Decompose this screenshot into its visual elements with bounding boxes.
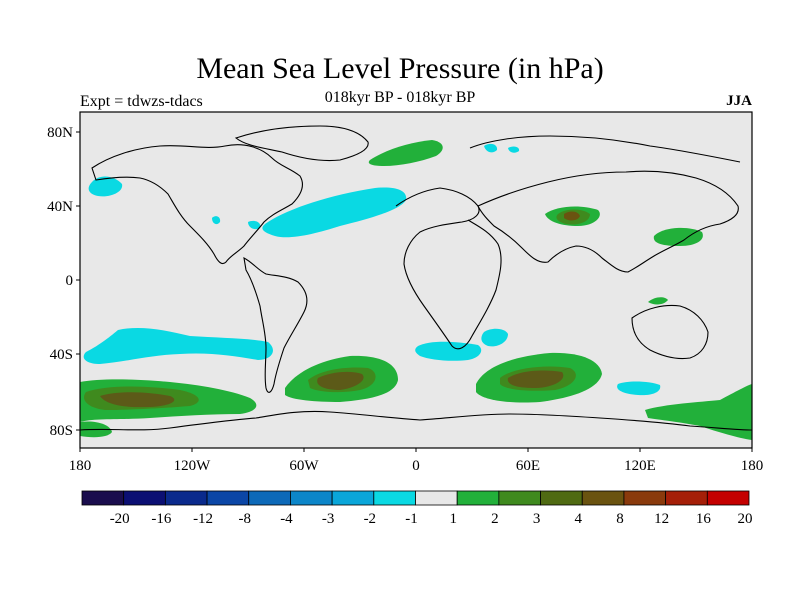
negative-anomaly-north-atlantic [262,187,407,238]
colorbar-label: 4 [575,511,583,527]
colorbar-label: -8 [239,511,252,527]
colorbar-label: 8 [616,511,624,527]
positive-anomaly-indonesia [648,297,668,305]
negative-anomaly-arctic-1 [484,143,498,153]
colorbar-label: 3 [533,511,541,527]
lon-tick-label: 60E [516,458,540,474]
lat-tick-label: 80N [47,125,73,141]
colorbar-swatch [581,490,625,506]
lat-tick-label: 40N [47,199,73,215]
period-label: 018kyr BP - 018kyr BP [324,89,476,106]
colorbar-label: -3 [322,511,335,527]
experiment-label: Expt = tdwzs-tdacs [80,93,203,110]
colorbar-label: 12 [654,511,669,527]
negative-anomaly-caribbean [248,220,261,230]
lat-tick-label: 0 [66,273,74,289]
colorbar-swatch [248,490,291,506]
colorbar-swatch [456,490,500,506]
positive-core-south-indian-dark [507,370,564,388]
colorbar-swatch [206,490,250,506]
coastlines [80,125,752,431]
negative-anomaly-australia-south [617,381,661,396]
positive-core-southern-pacific-dark [100,392,175,408]
colorbar-label: 16 [696,511,712,527]
colorbar-label: 1 [449,511,457,527]
lon-tick-label: 120W [174,458,212,474]
colorbar-label: 20 [738,511,753,527]
colorbar-swatch [415,490,458,506]
colorbar-swatch [665,490,708,506]
colorbar-label: -1 [405,511,418,527]
positive-anomaly-south-pacific-east [645,384,752,440]
negative-anomaly-north-pacific [88,176,123,197]
positive-anomaly-greenland [368,140,443,166]
negative-anomaly-south-indian [481,328,508,347]
colorbar-swatch [498,490,541,506]
negative-anomaly-arctic-2 [508,146,520,153]
lon-tick-label: 120E [624,458,656,474]
colorbar-swatch [706,490,750,506]
colorbar-swatch [540,490,583,506]
colorbar-swatch [81,490,125,506]
lon-tick-label: 180 [741,458,764,474]
negative-anomaly-south-pacific [83,327,273,364]
colorbar-swatch [331,490,375,506]
colorbar-label: 2 [491,511,499,527]
anomaly-fields [80,125,752,440]
positive-core-central-asia-dark [564,211,580,221]
colorbar-label: -4 [280,511,293,527]
colorbar-label: -2 [364,511,377,527]
colorbar-swatch [623,490,667,506]
colorbar-swatch [164,490,208,506]
lon-tick-label: 60W [289,458,319,474]
lat-tick-label: 40S [50,347,73,363]
lat-tick-label: 80S [50,423,73,439]
colorbar-label: -12 [193,511,213,527]
season-label: JJA [726,93,752,109]
chart-title: Mean Sea Level Pressure (in hPa) [196,52,604,85]
negative-anomaly-pacific-small [212,216,221,225]
colorbar-swatch [290,490,333,506]
colorbar-label: -16 [151,511,171,527]
tick-marks [76,131,753,452]
lon-tick-label: 180 [69,458,92,474]
colorbar-label: -20 [110,511,130,527]
colorbar-swatch [373,490,416,506]
positive-core-south-atlantic-dark [317,371,364,390]
colorbar-swatch [123,490,166,506]
positive-anomaly-west-pacific [653,227,703,246]
colorbar: -20 -16 -12 -8 -4 -3 -2 -1 1 2 3 4 8 12 16 20 [81,490,753,527]
lon-tick-label: 0 [412,458,420,474]
